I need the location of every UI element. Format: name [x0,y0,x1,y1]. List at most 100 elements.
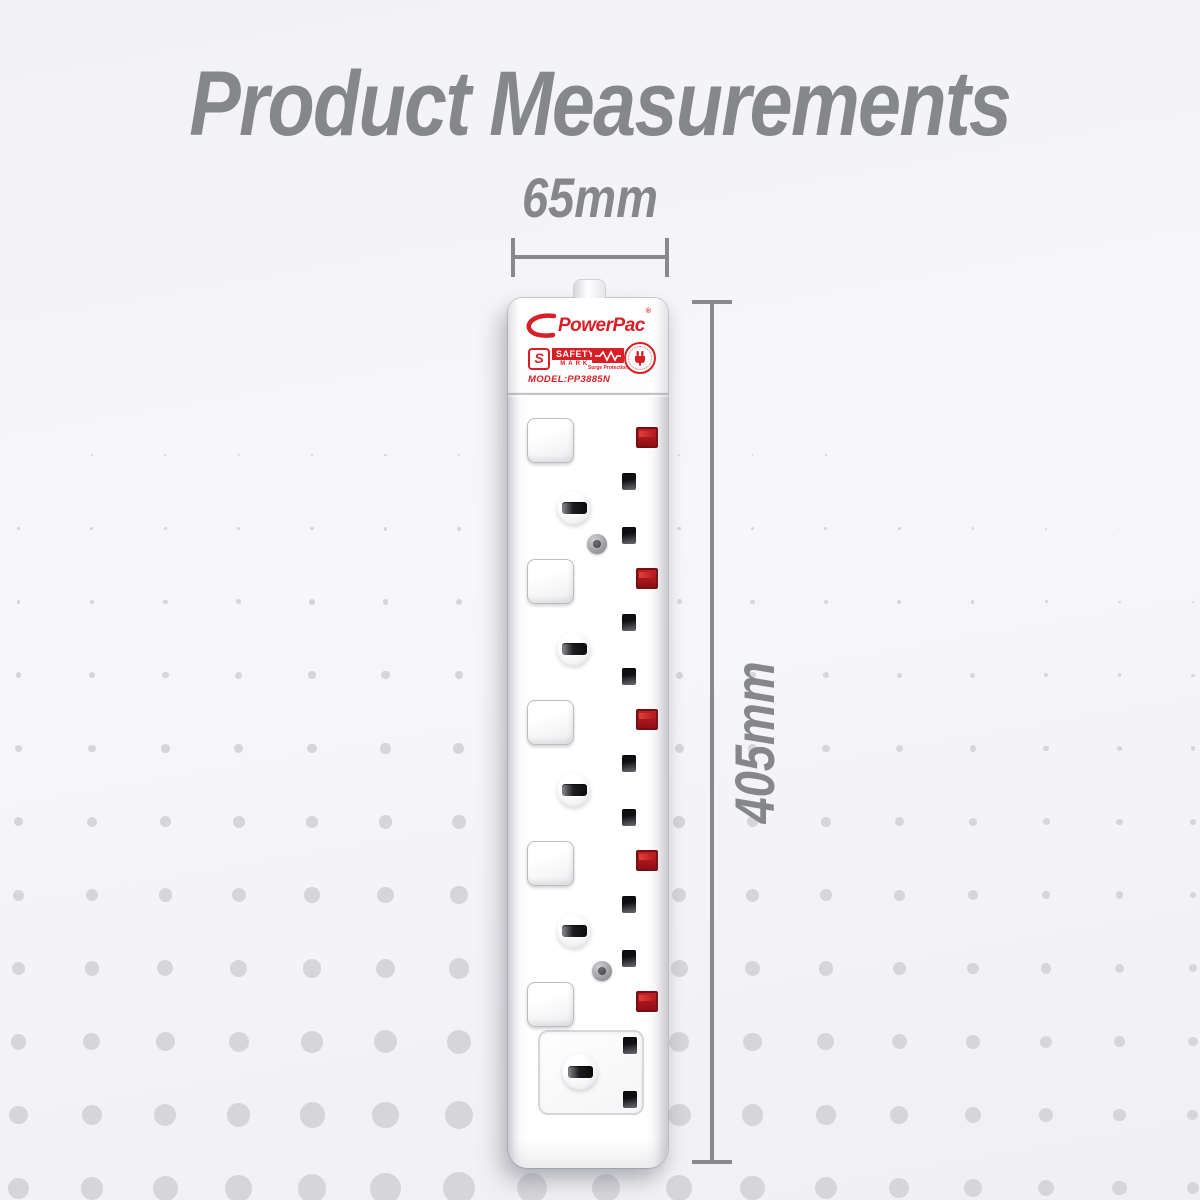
width-dimension-line [513,255,667,259]
background-dot [12,889,25,901]
background-dot [1188,964,1197,973]
background-dot [310,526,314,531]
background-dot [670,959,688,977]
background-dot [517,1173,548,1200]
background-dot [1187,1109,1199,1121]
brand-label-area: PowerPac® S SAFETY MARK Surge [508,298,668,393]
background-dot [669,1031,689,1052]
background-dot [85,888,98,902]
background-dot [154,1104,177,1126]
background-dot [970,600,975,604]
background-dot [442,1172,475,1200]
background-dot [375,958,396,979]
background-dot [971,527,974,530]
background-dot [892,961,906,975]
background-dot [889,1178,910,1199]
background-dot [384,454,387,457]
background-dot [446,1029,472,1054]
background-dot [1043,745,1049,752]
background-dot [301,1030,323,1053]
background-dot [155,1032,175,1052]
background-dot [1191,600,1195,604]
background-dot [13,817,24,827]
background-dot [677,526,681,531]
background-dot [674,743,684,754]
background-dot [305,815,319,829]
background-dot [235,671,243,679]
neon-indicator [636,568,658,589]
plug-certification-badge [624,342,656,374]
background-dot [970,672,976,678]
background-dot [162,671,169,679]
background-dot [16,599,21,604]
background-dot [234,743,244,754]
background-dot [969,745,976,752]
live-pin-hole [623,1037,637,1054]
cable-entry-nub [574,280,605,300]
background-dot [1042,818,1050,826]
background-dot [86,816,97,827]
background-dot [1115,891,1124,899]
background-dot [665,1175,693,1200]
powerpac-swoosh-icon [526,313,556,338]
background-dot [1045,527,1048,530]
background-dot [372,1101,399,1129]
rocker-switch [527,559,574,604]
background-dot [225,1174,253,1200]
background-dot [825,454,827,457]
background-dot [163,527,167,531]
background-dot [740,1176,765,1200]
background-dot [667,1103,691,1127]
background-dot [678,454,681,457]
page-title: Product Measurements [0,58,1200,150]
safety-badge-word2: MARK [560,361,591,367]
background-dot [161,744,170,753]
background-dot [373,1030,398,1054]
background-dot [377,886,394,904]
background-dot [444,1100,473,1130]
live-pin-hole [622,473,636,490]
background-dot [89,599,95,605]
background-dot [824,527,828,530]
background-dot [10,1033,27,1050]
background-dot [1037,1180,1055,1197]
background-dot [741,1104,764,1126]
background-dot [1114,963,1125,973]
background-dot [1112,1181,1127,1196]
background-dot [966,962,979,975]
rocker-switch [527,418,574,463]
background-dot [817,1033,835,1051]
width-dimension-tick-left [511,238,515,277]
background-dot [1186,1182,1200,1195]
background-dot [1190,819,1196,825]
background-dot [455,598,462,605]
height-measurement-label: 405mm [723,660,786,824]
background-dot [308,671,316,679]
background-dot [895,744,903,752]
page-title-text: Product Measurements [189,53,1012,155]
background-dot [450,886,468,904]
background-dot [968,817,977,826]
neutral-pin-hole [622,809,636,826]
background-dot [1118,527,1121,530]
background-dot [381,671,390,680]
background-dot [893,889,905,901]
background-dot [11,961,26,976]
background-dot [81,1105,102,1125]
housing-seam [508,393,668,395]
power-strip-image: PowerPac® S SAFETY MARK Surge [508,280,668,1168]
background-dot [302,959,322,978]
neon-indicator [636,427,658,448]
safety-badge-word: SAFETY [552,348,599,360]
background-dot [1041,890,1051,900]
background-dot [378,815,393,829]
background-dot [745,888,759,902]
background-dot [230,959,248,977]
neon-indicator [636,991,658,1012]
background-dot [15,672,22,678]
background-dot [152,1175,178,1200]
background-dot [453,742,465,755]
background-dot [383,526,388,531]
background-dot [896,672,902,678]
